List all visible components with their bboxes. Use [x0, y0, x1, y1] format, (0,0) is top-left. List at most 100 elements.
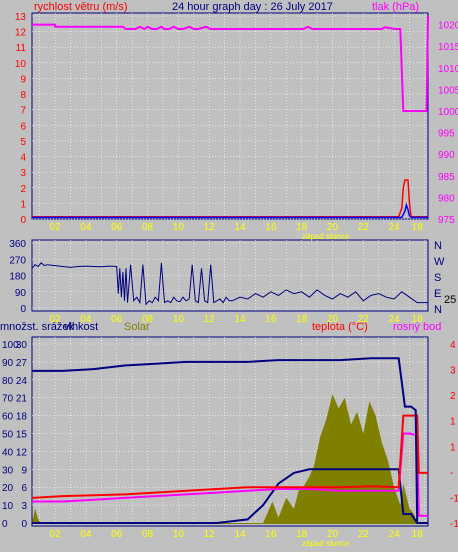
- direction-x-tick-11: 24: [389, 314, 401, 325]
- series-temp-humidity: [31, 357, 428, 524]
- temp-y-tick-1: -1: [450, 493, 458, 504]
- pressure-y-tick-975: 975: [438, 215, 455, 226]
- direction-x-tick-9: 20: [327, 314, 339, 325]
- wind-y-tick-13: 13: [15, 12, 27, 23]
- pressure-line: [32, 15, 429, 112]
- direction-label-n-bottom: N: [434, 304, 442, 316]
- wind-speed-axis-label: rychlost větru (m/s): [34, 1, 128, 13]
- rain-inner-tick-9: 9: [21, 465, 27, 476]
- grid-wind-pressure: [32, 13, 428, 220]
- direction-x-tick-10: 22: [358, 314, 370, 325]
- temperature-axis-label: teplota (°C): [312, 321, 368, 333]
- temp-y-tick-0: -1: [450, 519, 458, 530]
- direction-x-tick-5: 12: [204, 314, 216, 325]
- humidity-x-tick-6: 14: [234, 529, 246, 540]
- wind-y-tick-7: 7: [20, 106, 26, 117]
- direction-x-tick-12: 18: [412, 314, 424, 325]
- humidity-x-tick-12: 18: [412, 529, 424, 540]
- wind_speed_gust-line: [32, 202, 428, 219]
- temp-y-tick-2: -: [450, 468, 453, 479]
- series-wind-pressure: [32, 15, 429, 219]
- direction-x-tick-1: 04: [80, 314, 92, 325]
- rain-inner-tick-0: 0: [21, 519, 27, 530]
- humidity-axis-label: vlhkost: [64, 321, 98, 333]
- direction-x-tick-6: 14: [234, 314, 246, 325]
- direction-label-s: S: [434, 272, 441, 284]
- wind-x-tick-4: 10: [173, 222, 185, 233]
- wind-x-tick-6: 14: [234, 222, 246, 233]
- wind-x-tick-0: 02: [50, 222, 62, 233]
- humidity-outer-tick-90: 90: [2, 358, 14, 369]
- pressure-y-tick-990: 990: [438, 150, 455, 161]
- humidity-outer-tick-20: 20: [2, 483, 14, 494]
- humidity-outer-tick-10: 10: [2, 501, 14, 512]
- temp-y-tick-4: 1: [450, 417, 456, 428]
- direction-x-tick-8: 18: [296, 314, 308, 325]
- current-direction-value: 25: [444, 294, 456, 306]
- humidity-x-tick-0: 02: [50, 529, 62, 540]
- direction-label-w: W: [434, 256, 445, 268]
- rain-inner-tick-6: 6: [21, 483, 27, 494]
- humidity-outer-tick-40: 40: [2, 447, 14, 458]
- solar-area: [32, 394, 428, 524]
- pressure-y-tick-995: 995: [438, 129, 455, 140]
- direction-y-tick-180: 180: [9, 272, 26, 283]
- solar-legend-label: Solar: [124, 321, 150, 333]
- direction-y-tick-90: 90: [15, 288, 27, 299]
- direction-x-tick-0: 02: [50, 314, 62, 325]
- direction-x-tick-7: 16: [265, 314, 277, 325]
- ticks-wind-pressure: 0123456789101112139759809859909951000100…: [15, 12, 458, 233]
- wind-y-tick-3: 3: [20, 168, 26, 179]
- rain-inner-tick-12: 12: [16, 447, 28, 458]
- wind-y-tick-9: 9: [20, 74, 26, 85]
- humidity-x-tick-9: 20: [327, 529, 339, 540]
- rain-axis-label: množst. srážek: [0, 321, 74, 333]
- wind-y-tick-11: 11: [16, 43, 27, 54]
- pressure-y-tick-1015: 1015: [438, 42, 458, 53]
- rain-inner-tick-3: 3: [21, 501, 27, 512]
- wind-y-tick-4: 4: [20, 153, 26, 164]
- rain-inner-tick-15: 15: [16, 430, 28, 441]
- wind-x-tick-12: 18: [412, 222, 424, 233]
- temp-y-tick-3: 1: [450, 442, 456, 453]
- sunset-label-top: západ slunce: [302, 232, 350, 241]
- direction-y-tick-360: 360: [9, 239, 26, 250]
- direction-x-tick-4: 10: [173, 314, 185, 325]
- direction-x-tick-2: 06: [111, 314, 123, 325]
- wind-y-tick-0: 0: [20, 215, 26, 226]
- pressure-y-tick-985: 985: [438, 172, 455, 183]
- wind-x-tick-5: 12: [204, 222, 216, 233]
- dewpoint-line: [32, 432, 428, 517]
- wind-y-tick-6: 6: [20, 121, 26, 132]
- wind-x-tick-11: 24: [389, 222, 401, 233]
- humidity-x-tick-1: 04: [80, 529, 92, 540]
- humidity-outer-tick-0: 0: [2, 519, 8, 530]
- direction-x-tick-3: 08: [142, 314, 154, 325]
- temp-y-tick-7: 4: [450, 340, 456, 351]
- rain-inner-tick-27: 27: [16, 358, 28, 369]
- wind-x-tick-1: 04: [80, 222, 92, 233]
- humidity-outer-tick-100: 100: [2, 340, 19, 351]
- wind-x-tick-10: 22: [358, 222, 370, 233]
- pressure-y-tick-1010: 1010: [438, 64, 458, 75]
- humidity-x-tick-8: 18: [296, 529, 308, 540]
- humidity-x-tick-2: 06: [111, 529, 123, 540]
- pressure-y-tick-1005: 1005: [438, 85, 458, 96]
- humidity-outer-tick-30: 30: [2, 465, 14, 476]
- humidity-x-tick-7: 16: [265, 529, 277, 540]
- humidity-outer-tick-70: 70: [2, 394, 14, 405]
- humidity-outer-tick-50: 50: [2, 430, 14, 441]
- humidity-line: [32, 357, 428, 524]
- temp-y-tick-5: 2: [450, 391, 456, 402]
- temp-y-tick-6: 3: [450, 366, 456, 377]
- wind-y-tick-8: 8: [20, 90, 26, 101]
- humidity-x-tick-4: 10: [173, 529, 185, 540]
- panel-wind-pressure: [31, 12, 429, 220]
- humidity-outer-tick-80: 80: [2, 376, 14, 387]
- wind-x-tick-8: 18: [296, 222, 308, 233]
- wind-x-tick-9: 20: [327, 222, 339, 233]
- pressure-y-tick-1000: 1000: [438, 107, 458, 118]
- wind-y-tick-10: 10: [15, 59, 27, 70]
- wind-y-tick-5: 5: [20, 137, 26, 148]
